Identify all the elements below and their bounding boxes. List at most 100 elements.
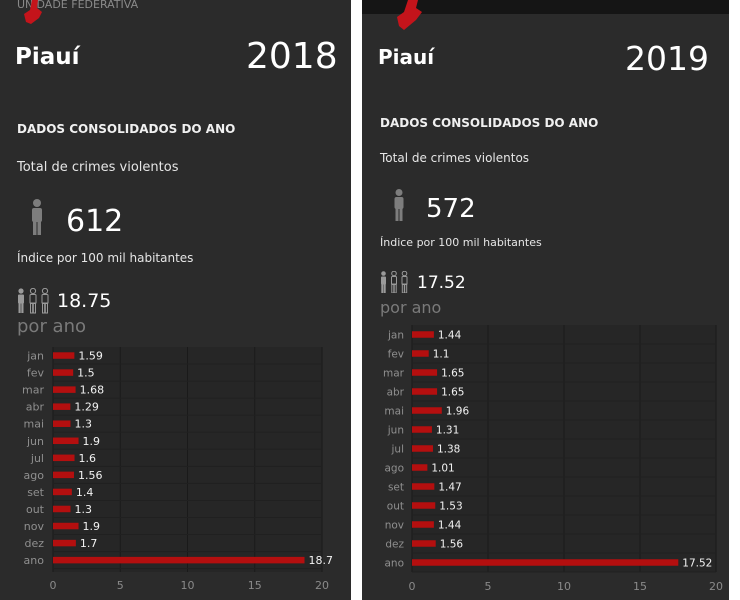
value-label: 1.01 [431, 463, 454, 475]
value-label: 1.9 [83, 520, 101, 533]
category-label: ago [24, 469, 45, 482]
value-label: 1.4 [76, 486, 94, 499]
x-tick-label: 0 [409, 580, 416, 593]
index-value: 18.75 [57, 290, 112, 312]
section-heading: DADOS CONSOLIDADOS DO ANO [380, 116, 599, 130]
category-label: ago [384, 463, 404, 475]
category-label: set [27, 486, 44, 499]
category-label: mai [384, 406, 404, 418]
x-tick-label: 10 [181, 579, 195, 592]
category-label: mar [383, 368, 405, 380]
category-label: jan [26, 350, 44, 363]
category-label: mai [23, 418, 44, 431]
value-label: 1.44 [438, 520, 462, 532]
people-group-icon [381, 271, 408, 293]
panel-2019: Piauí 2019 DADOS CONSOLIDADOS DO ANO Tot… [362, 0, 729, 600]
year: 2019 [625, 39, 709, 78]
value-label: 1.7 [80, 537, 98, 550]
category-label: dez [24, 537, 44, 550]
value-label: 1.29 [74, 401, 99, 414]
bar [412, 464, 428, 471]
bar [412, 559, 679, 566]
monthly-bar-chart: 0 5 10 15 20 jan 1.44 fev 1.1 mar 1.65 abr 1.65 mai 1.… [383, 325, 723, 593]
category-label: nov [385, 520, 404, 532]
monthly-bar-chart: 0 5 10 15 20 jan 1.59 fev 1.5 mar 1.68 abr 1.29 mai 1.… [22, 347, 334, 592]
per-year-label: por ano [17, 316, 87, 337]
category-label: jul [391, 444, 405, 456]
section-header-cut: UNIDADE FEDERATIVA [17, 0, 139, 11]
category-label: jan [387, 330, 404, 342]
index-label: Índice por 100 mil habitantes [17, 251, 194, 265]
state-map-icon [24, 0, 42, 24]
value-label: 18.7 [309, 554, 334, 567]
value-label: 1.56 [78, 469, 103, 482]
value-label: 1.44 [438, 330, 462, 342]
category-label: ano [384, 558, 404, 570]
x-tick-label: 20 [709, 580, 723, 593]
category-label: ano [24, 554, 45, 567]
x-tick-label: 10 [557, 580, 571, 593]
bar [53, 420, 71, 427]
bar [412, 502, 436, 509]
category-label: nov [24, 520, 45, 533]
value-label: 1.38 [437, 444, 460, 456]
category-label: jun [387, 425, 404, 437]
value-label: 1.53 [439, 501, 462, 513]
category-label: out [26, 503, 45, 516]
bar [412, 483, 435, 490]
bar [53, 352, 75, 359]
value-label: 1.65 [441, 387, 464, 399]
bar [53, 437, 79, 445]
category-label: jul [30, 452, 44, 465]
bar [53, 488, 72, 496]
value-label: 1.59 [78, 350, 103, 363]
total-value: 612 [66, 204, 124, 239]
bar [412, 369, 438, 376]
state-name: Piauí [378, 45, 435, 69]
state-name: Piauí [15, 44, 80, 70]
value-label: 1.96 [446, 406, 470, 418]
x-tick-label: 0 [50, 579, 57, 592]
per-year-label: por ano [380, 298, 442, 317]
x-tick-label: 20 [315, 579, 329, 592]
bar [53, 556, 305, 564]
bar [412, 331, 434, 338]
bar [412, 521, 434, 528]
category-label: fev [27, 367, 45, 380]
bar [412, 388, 438, 395]
year: 2018 [246, 36, 338, 77]
bar [53, 403, 71, 410]
category-label: abr [387, 387, 405, 399]
x-tick-label: 5 [117, 579, 124, 592]
bar [412, 445, 433, 452]
bar [53, 505, 71, 513]
total-label: Total de crimes violentos [380, 151, 530, 165]
x-tick-label: 15 [248, 579, 262, 592]
index-label: Índice por 100 mil habitantes [380, 236, 542, 249]
bar [53, 386, 76, 393]
bar [412, 540, 436, 547]
panel-2018: UNIDADE FEDERATIVA Piauí 2018 DADOS CONS… [0, 0, 351, 600]
x-tick-label: 15 [633, 580, 647, 593]
state-map-icon [397, 0, 422, 30]
value-label: 1.68 [80, 384, 105, 397]
value-label: 1.3 [74, 503, 92, 516]
value-label: 1.56 [440, 539, 464, 551]
category-label: mar [22, 384, 44, 397]
category-label: out [387, 501, 404, 513]
value-label: 1.3 [74, 418, 92, 431]
total-label: Total de crimes violentos [17, 160, 179, 175]
index-value: 17.52 [417, 273, 466, 293]
category-label: set [388, 482, 404, 494]
category-label: dez [385, 539, 404, 551]
bar [53, 471, 74, 479]
value-label: 1.65 [441, 368, 464, 380]
person-icon [394, 189, 404, 221]
value-label: 1.47 [438, 482, 461, 494]
x-tick-label: 5 [485, 580, 492, 593]
bar [53, 369, 74, 376]
value-label: 1.9 [83, 435, 101, 448]
value-label: 1.6 [79, 452, 97, 465]
bar [412, 407, 442, 414]
value-label: 17.52 [682, 558, 712, 570]
